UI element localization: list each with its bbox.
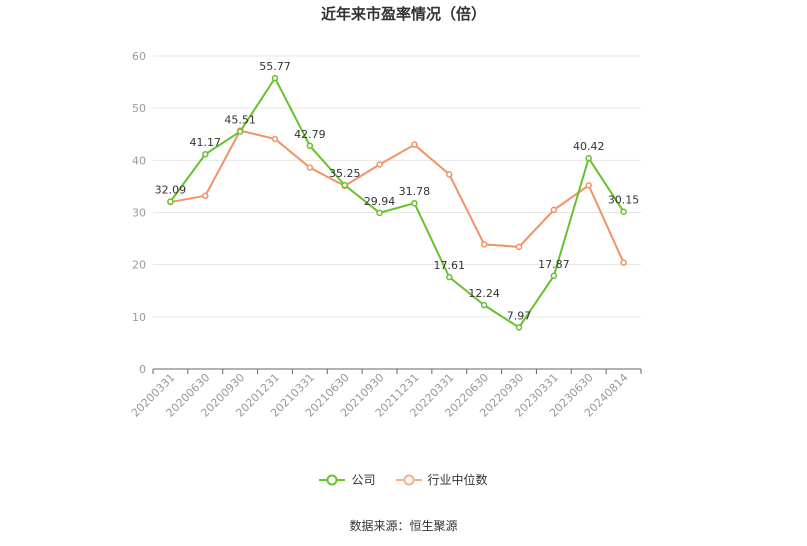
data-point-company: [202, 150, 209, 158]
data-point-industry-median: [271, 135, 279, 143]
data-label: 17.87: [538, 258, 570, 271]
data-point-company: [480, 301, 488, 309]
data-point-company: [550, 272, 558, 280]
y-tick-label: 20: [132, 259, 146, 272]
data-point-company: [376, 209, 383, 217]
legend-label-company: 公司: [351, 473, 376, 487]
data-point-company: [167, 198, 174, 205]
legend-swatch-industry-median: [395, 474, 422, 485]
data-source: 数据来源：恒生聚源: [349, 519, 458, 533]
data-label: 35.25: [329, 167, 361, 180]
legend: 公司 行业中位数: [0, 471, 807, 488]
data-label: 29.94: [364, 195, 396, 208]
data-label: 17.61: [434, 259, 466, 272]
data-point-industry-median: [620, 259, 627, 266]
data-point-industry-median: [306, 164, 314, 171]
data-point-company: [271, 74, 279, 82]
data-point-company: [411, 199, 418, 207]
axis-layer: 0102030405060202003312020063020200930202…: [129, 50, 642, 420]
data-label: 30.15: [608, 194, 640, 207]
series-layer: [167, 74, 627, 331]
data-point-company: [585, 154, 592, 162]
data-label: 31.78: [399, 185, 431, 198]
legend-item-industry-median[interactable]: 行业中位数: [395, 471, 488, 488]
legend-label-industry-median: 行业中位数: [427, 473, 488, 487]
data-point-company: [446, 273, 453, 281]
data-point-company: [620, 208, 627, 215]
chart-title: 近年来市盈率情况（倍）: [320, 5, 486, 23]
data-label: 41.17: [190, 136, 222, 149]
y-tick-label: 60: [132, 50, 146, 63]
y-tick-label: 50: [132, 102, 146, 115]
data-point-industry-median: [202, 192, 209, 200]
data-label: 7.97: [507, 309, 532, 322]
data-point-industry-median: [480, 241, 488, 248]
data-label: 45.51: [224, 114, 256, 127]
data-point-industry-median: [411, 141, 418, 148]
y-tick-label: 0: [139, 363, 146, 376]
data-label: 40.42: [573, 140, 605, 153]
data-label: 42.79: [294, 128, 326, 141]
data-point-industry-median: [515, 243, 523, 251]
data-point-industry-median: [376, 161, 383, 168]
data-label: 32.09: [155, 184, 187, 197]
data-point-industry-median: [585, 182, 592, 189]
y-tick-label: 10: [132, 311, 146, 324]
y-tick-label: 30: [132, 207, 146, 220]
y-tick-label: 40: [132, 154, 146, 167]
legend-swatch-company: [319, 474, 346, 485]
data-point-company: [236, 128, 244, 135]
series-line-industry-median: [170, 129, 625, 263]
data-label: 55.77: [259, 60, 291, 73]
grid-layer: [153, 55, 641, 318]
data-point-company: [306, 142, 314, 150]
series-line-company: [169, 77, 625, 329]
data-point-company: [341, 181, 348, 189]
legend-item-company[interactable]: 公司: [319, 471, 376, 488]
data-label: 12.24: [468, 287, 500, 300]
data-point-industry-median: [446, 171, 453, 178]
data-point-company: [515, 324, 523, 331]
data-point-industry-median: [550, 206, 558, 214]
